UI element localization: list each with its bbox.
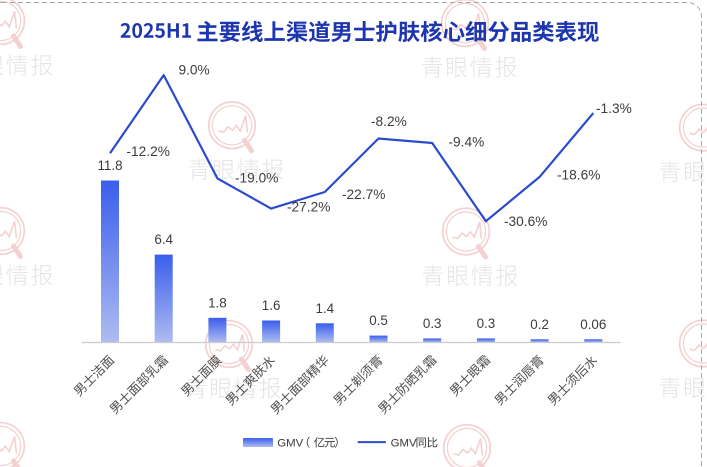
svg-text:1.8: 1.8 (208, 295, 227, 310)
svg-text:6.4: 6.4 (154, 232, 173, 247)
svg-text:11.8: 11.8 (97, 158, 122, 173)
svg-text:0.2: 0.2 (530, 317, 549, 332)
svg-text:-1.3%: -1.3% (596, 101, 632, 116)
svg-text:-27.2%: -27.2% (287, 200, 330, 215)
svg-text:-8.2%: -8.2% (371, 114, 407, 129)
svg-text:-30.6%: -30.6% (504, 214, 547, 229)
svg-text:0.3: 0.3 (423, 316, 442, 331)
svg-text:1.4: 1.4 (315, 301, 334, 316)
svg-text:-19.0%: -19.0% (235, 171, 278, 186)
svg-text:-18.6%: -18.6% (557, 168, 600, 183)
svg-text:0.06: 0.06 (580, 317, 606, 332)
svg-text:0.5: 0.5 (369, 313, 388, 328)
svg-text:1.6: 1.6 (262, 298, 281, 313)
svg-text:-22.7%: -22.7% (342, 187, 385, 202)
svg-text:-12.2%: -12.2% (127, 144, 170, 159)
svg-text:-9.4%: -9.4% (449, 134, 485, 149)
svg-text:9.0%: 9.0% (179, 63, 210, 78)
svg-text:GMV: GMV (277, 438, 303, 450)
svg-text:GMV: GMV (391, 438, 417, 450)
svg-text:0.3: 0.3 (477, 316, 496, 331)
